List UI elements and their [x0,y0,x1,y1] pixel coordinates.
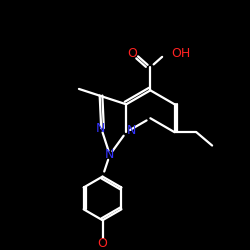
Text: O: O [98,237,108,250]
Text: N: N [127,124,136,138]
Text: OH: OH [172,48,191,60]
Text: N: N [105,148,115,161]
Text: O: O [128,48,137,60]
Text: N: N [95,122,105,135]
